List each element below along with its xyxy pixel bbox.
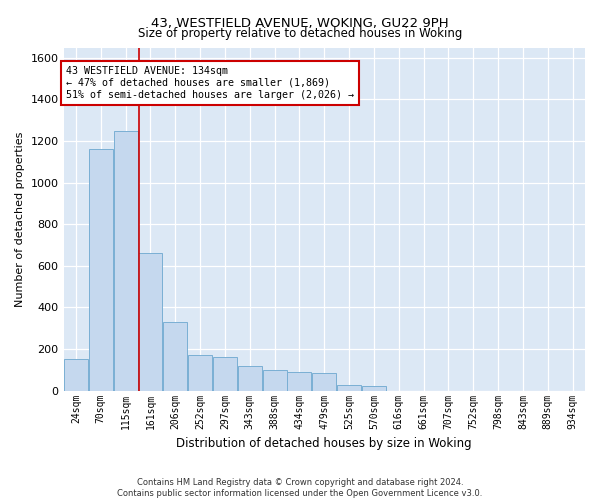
Y-axis label: Number of detached properties: Number of detached properties xyxy=(15,132,25,307)
Bar xyxy=(163,322,187,390)
Bar xyxy=(238,366,262,390)
Bar xyxy=(213,358,237,390)
Text: Contains HM Land Registry data © Crown copyright and database right 2024.
Contai: Contains HM Land Registry data © Crown c… xyxy=(118,478,482,498)
Text: 43, WESTFIELD AVENUE, WOKING, GU22 9PH: 43, WESTFIELD AVENUE, WOKING, GU22 9PH xyxy=(151,18,449,30)
Bar xyxy=(89,150,113,390)
Bar xyxy=(139,254,163,390)
Text: 43 WESTFIELD AVENUE: 134sqm
← 47% of detached houses are smaller (1,869)
51% of : 43 WESTFIELD AVENUE: 134sqm ← 47% of det… xyxy=(66,66,354,100)
Bar xyxy=(312,373,337,390)
X-axis label: Distribution of detached houses by size in Woking: Distribution of detached houses by size … xyxy=(176,437,472,450)
Bar xyxy=(287,372,311,390)
Bar xyxy=(113,130,137,390)
Text: Size of property relative to detached houses in Woking: Size of property relative to detached ho… xyxy=(138,28,462,40)
Bar xyxy=(362,386,386,390)
Bar xyxy=(263,370,287,390)
Bar xyxy=(64,360,88,390)
Bar xyxy=(188,356,212,390)
Bar xyxy=(337,386,361,390)
